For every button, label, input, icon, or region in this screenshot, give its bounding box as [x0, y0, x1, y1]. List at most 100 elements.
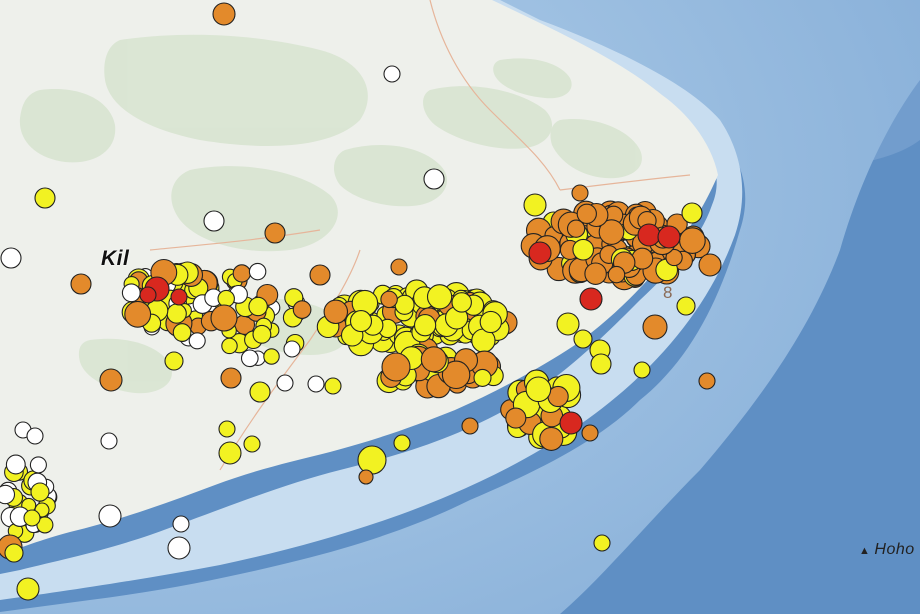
earthquake-marker[interactable]	[383, 65, 401, 83]
earthquake-marker[interactable]	[559, 411, 583, 435]
earthquake-marker[interactable]	[479, 310, 502, 334]
earthquake-marker[interactable]	[539, 426, 564, 451]
roads	[149, 0, 691, 471]
earthquake-marker[interactable]	[413, 314, 437, 337]
earthquake-marker[interactable]	[566, 219, 586, 238]
earthquake-marker[interactable]	[423, 168, 445, 190]
earthquake-marker[interactable]	[358, 469, 374, 485]
earthquake-marker[interactable]	[528, 241, 552, 265]
earthquake-marker[interactable]	[172, 323, 192, 342]
earthquake-marker[interactable]	[676, 296, 696, 316]
earthquake-marker[interactable]	[390, 258, 408, 276]
earthquake-marker[interactable]	[248, 296, 268, 317]
earthquake-marker[interactable]	[637, 223, 661, 247]
earthquake-marker[interactable]	[167, 536, 191, 560]
earthquake-marker[interactable]	[34, 187, 56, 209]
earthquake-marker[interactable]	[217, 289, 235, 308]
earthquake-marker[interactable]	[240, 349, 259, 368]
earthquake-marker[interactable]	[98, 504, 122, 528]
earthquake-marker[interactable]	[203, 210, 225, 232]
earthquake-marker[interactable]	[166, 303, 187, 324]
earthquake-marker[interactable]	[139, 286, 157, 304]
earthquake-marker[interactable]	[579, 287, 603, 311]
earthquake-marker[interactable]	[571, 184, 589, 202]
earthquake-marker[interactable]	[698, 253, 722, 277]
earthquake-marker[interactable]	[681, 202, 703, 224]
earthquake-marker[interactable]	[581, 424, 599, 442]
earthquake-marker[interactable]	[172, 515, 190, 533]
earthquake-marker[interactable]	[0, 247, 22, 269]
earthquake-marker[interactable]	[29, 456, 47, 474]
earthquake-marker[interactable]	[218, 441, 242, 465]
earthquake-marker[interactable]	[523, 193, 547, 217]
earthquake-marker[interactable]	[679, 227, 706, 254]
earthquake-marker[interactable]	[461, 417, 479, 435]
earthquake-marker[interactable]	[16, 577, 40, 601]
earthquake-marker[interactable]	[573, 329, 593, 349]
earthquake-marker[interactable]	[451, 292, 472, 313]
earthquake-marker[interactable]	[218, 420, 236, 438]
earthquake-marker[interactable]	[221, 337, 238, 355]
earthquake-marker[interactable]	[473, 368, 492, 387]
earthquake-marker[interactable]	[633, 361, 651, 379]
earthquake-marker[interactable]	[607, 265, 626, 284]
earthquake-marker[interactable]	[505, 407, 527, 429]
earthquake-marker[interactable]	[380, 290, 398, 309]
earthquake-marker[interactable]	[598, 219, 625, 245]
earthquake-marker[interactable]	[556, 312, 580, 336]
earthquake-marker[interactable]	[220, 367, 242, 389]
earthquake-marker[interactable]	[665, 248, 683, 267]
earthquake-marker[interactable]	[276, 374, 294, 392]
earthquake-marker[interactable]	[252, 324, 272, 344]
earthquake-marker[interactable]	[426, 284, 453, 310]
earthquake-marker[interactable]	[657, 225, 681, 249]
earthquake-marker[interactable]	[381, 352, 411, 382]
earthquake-marker[interactable]	[631, 247, 654, 270]
earthquake-marker[interactable]	[164, 351, 184, 371]
earthquake-marker[interactable]	[23, 509, 41, 527]
earthquake-marker[interactable]	[324, 377, 342, 395]
earthquake-marker[interactable]	[188, 332, 206, 350]
earthquake-marker[interactable]	[593, 534, 611, 552]
earthquake-marker[interactable]	[100, 432, 118, 450]
earthquake-marker[interactable]	[249, 381, 271, 403]
earthquake-marker[interactable]	[590, 353, 612, 375]
earthquake-marker[interactable]	[576, 203, 597, 224]
earthquake-marker[interactable]	[307, 375, 325, 393]
earthquake-marker[interactable]	[309, 264, 331, 286]
earthquake-marker[interactable]	[357, 445, 387, 475]
earthquake-marker[interactable]	[420, 346, 447, 373]
earthquake-marker[interactable]	[26, 427, 44, 445]
earthquake-marker[interactable]	[232, 264, 251, 283]
earthquake-marker[interactable]	[441, 360, 471, 390]
earthquake-marker[interactable]	[248, 262, 267, 281]
earthquake-marker[interactable]	[263, 348, 280, 365]
earthquake-marker[interactable]	[243, 435, 261, 453]
earthquake-marker[interactable]	[99, 368, 123, 392]
earthquake-marker[interactable]	[170, 288, 188, 306]
earthquake-marker[interactable]	[5, 454, 26, 475]
earthquake-marker[interactable]	[264, 222, 286, 244]
earthquake-marker[interactable]	[572, 238, 595, 261]
earthquake-marker[interactable]	[124, 300, 152, 328]
earthquake-marker[interactable]	[0, 484, 16, 505]
earthquake-marker[interactable]	[393, 434, 411, 452]
earthquake-marker[interactable]	[30, 482, 50, 502]
earthquake-marker[interactable]	[4, 543, 24, 563]
earthquake-marker[interactable]	[698, 372, 716, 390]
earthquake-marker[interactable]	[525, 376, 552, 403]
earthquake-marker[interactable]	[584, 262, 607, 285]
earthquake-marker[interactable]	[292, 300, 312, 319]
earthquake-marker[interactable]	[70, 273, 92, 295]
earthquake-marker[interactable]	[121, 283, 141, 303]
earthquake-marker[interactable]	[349, 310, 373, 333]
earthquake-marker[interactable]	[210, 304, 238, 332]
earthquake-marker[interactable]	[323, 299, 349, 325]
earthquake-marker[interactable]	[283, 340, 301, 358]
earthquake-marker[interactable]	[642, 314, 668, 340]
earthquake-marker[interactable]	[394, 294, 415, 315]
earthquake-marker[interactable]	[212, 2, 236, 26]
